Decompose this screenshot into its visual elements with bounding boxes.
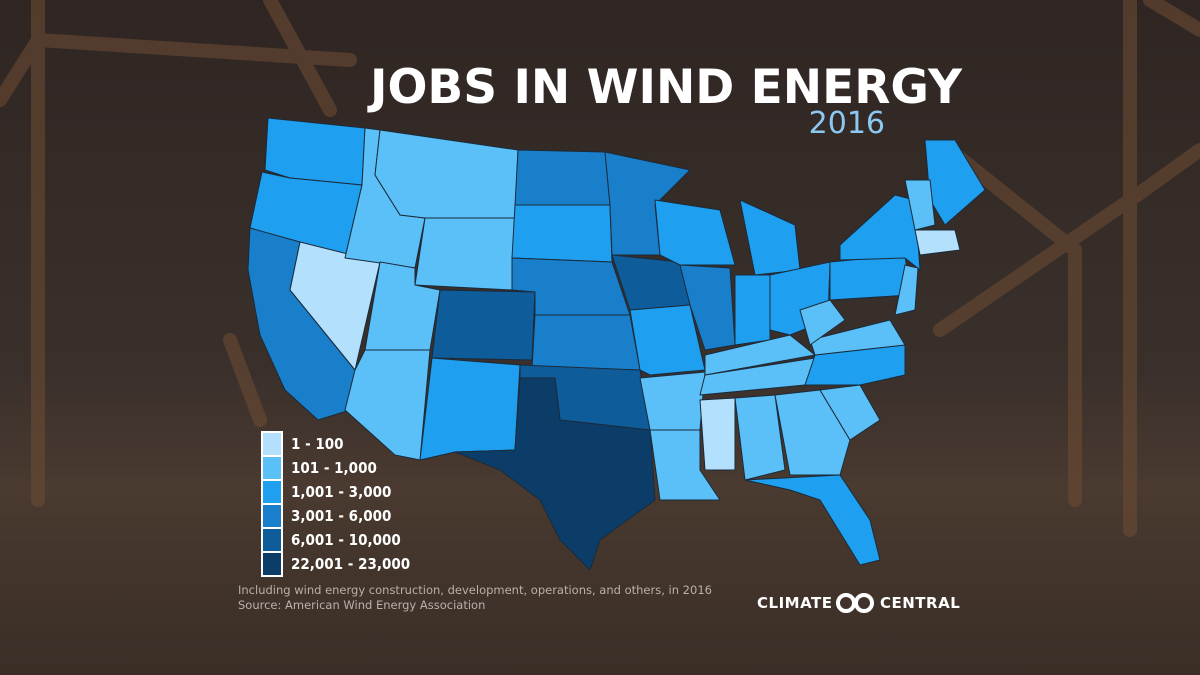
state xyxy=(414,217,516,291)
state xyxy=(799,299,846,346)
legend-label: 1,001 - 3,000 xyxy=(291,483,391,501)
legend-swatch xyxy=(263,505,281,527)
state xyxy=(654,199,736,266)
state xyxy=(744,474,881,566)
state xyxy=(819,384,881,441)
legend-label: 6,001 - 10,000 xyxy=(291,531,401,549)
state xyxy=(531,314,641,371)
state xyxy=(511,204,613,263)
state xyxy=(431,289,536,361)
state xyxy=(734,274,771,346)
legend-swatch xyxy=(263,553,281,575)
legend: 1 - 100 101 - 1,000 1,001 - 3,000 3,001 - 6… xyxy=(261,431,410,577)
state xyxy=(454,377,656,571)
legend-swatch xyxy=(263,457,281,479)
legend-swatch xyxy=(263,529,281,551)
legend-label: 101 - 1,000 xyxy=(291,459,377,477)
legend-swatch xyxy=(263,433,281,455)
state xyxy=(894,264,919,316)
footnote: Including wind energy construction, deve… xyxy=(238,583,712,597)
state xyxy=(904,179,936,231)
state xyxy=(344,349,431,461)
legend-label: 1 - 100 xyxy=(291,435,344,453)
state xyxy=(374,129,519,219)
state xyxy=(809,319,906,356)
logo-mark xyxy=(836,593,874,613)
logo-text: CENTRAL xyxy=(880,594,960,612)
state xyxy=(514,149,611,206)
us-map xyxy=(247,117,986,571)
title: JOBS IN WIND ENERGY xyxy=(367,60,963,115)
source: Source: American Wind Energy Association xyxy=(238,598,485,612)
state xyxy=(699,397,736,471)
legend-swatch xyxy=(263,481,281,503)
state xyxy=(774,389,851,476)
state xyxy=(629,304,706,376)
state xyxy=(839,194,921,271)
subtitle: 2016 xyxy=(809,106,885,141)
state xyxy=(829,254,911,301)
state xyxy=(734,394,786,481)
state xyxy=(639,371,706,431)
legend-label: 3,001 - 6,000 xyxy=(291,507,391,525)
state xyxy=(739,199,801,276)
state xyxy=(679,264,736,351)
state xyxy=(914,229,961,256)
state xyxy=(419,357,521,461)
state xyxy=(264,117,366,186)
legend-label: 22,001 - 23,000 xyxy=(291,555,410,573)
state xyxy=(649,429,721,501)
logo-text: CLIMATE xyxy=(757,594,833,612)
